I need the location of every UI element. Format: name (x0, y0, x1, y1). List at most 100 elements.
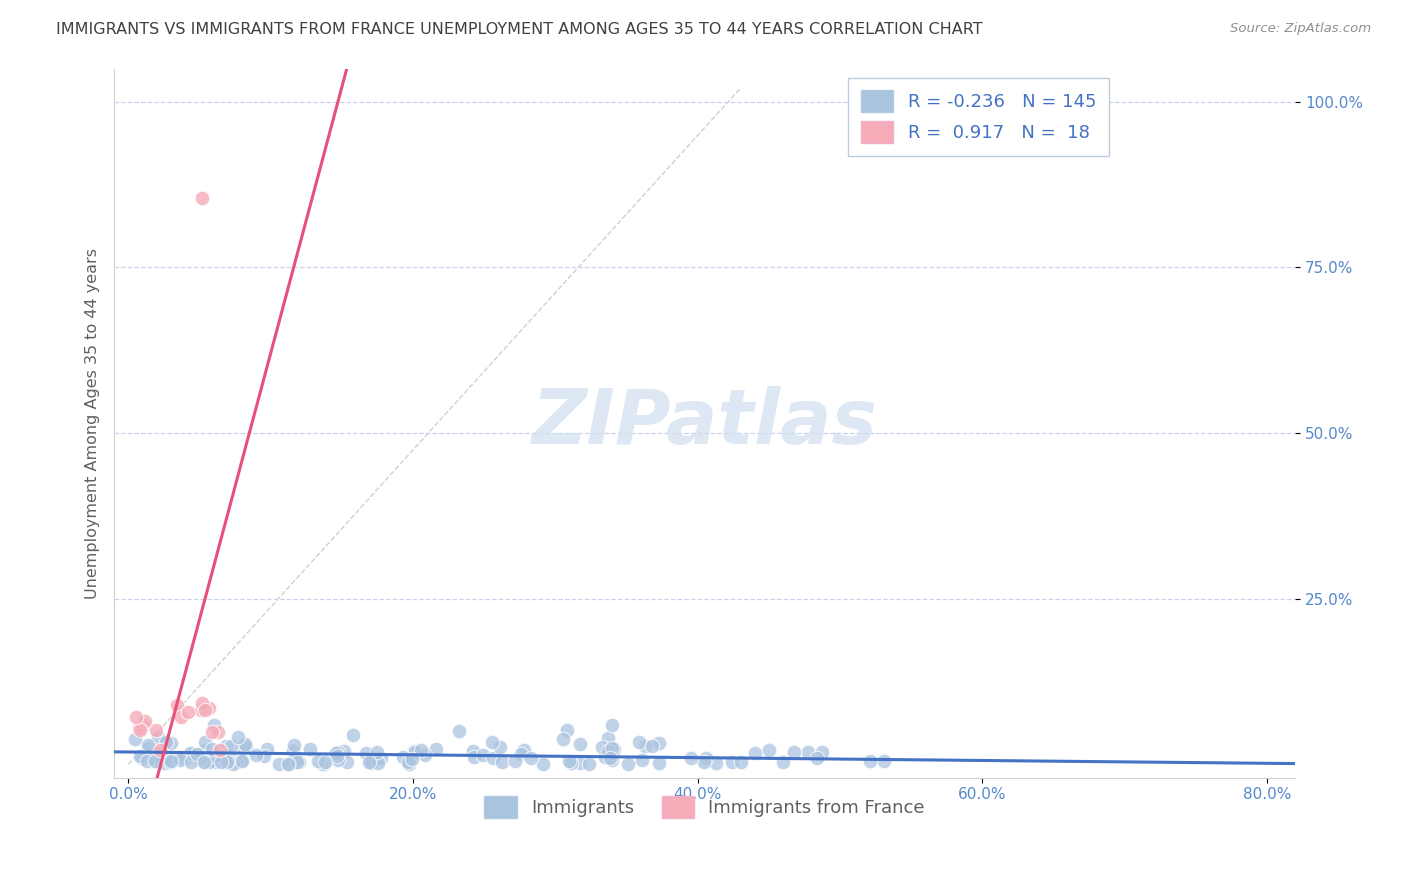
Point (217, 747, 239, 762)
Point (695, 751, 717, 765)
Point (640, 739, 662, 753)
Point (404, 745, 426, 759)
Point (409, 742, 432, 756)
Point (281, 744, 304, 758)
Point (194, 743, 217, 757)
Point (129, 723, 152, 737)
Point (201, 725, 224, 739)
Point (128, 749, 150, 764)
Point (277, 757, 299, 772)
Point (245, 747, 267, 762)
Point (693, 755, 716, 769)
Point (235, 739, 257, 753)
Point (190, 703, 212, 717)
Point (503, 754, 526, 768)
Point (783, 745, 806, 759)
Point (519, 751, 541, 765)
Point (193, 755, 215, 769)
Point (370, 751, 392, 765)
Point (392, 750, 415, 764)
Point (599, 751, 621, 765)
Point (630, 753, 652, 767)
Point (603, 741, 626, 756)
Point (463, 750, 485, 764)
Point (481, 734, 503, 748)
Point (193, 749, 215, 764)
Point (188, 752, 211, 766)
Point (149, 747, 172, 761)
Point (145, 723, 167, 737)
Point (367, 756, 389, 770)
Point (160, 754, 183, 768)
Point (449, 724, 471, 739)
Point (149, 743, 172, 757)
Point (531, 756, 554, 771)
Point (551, 731, 574, 746)
Point (859, 754, 882, 768)
Point (721, 755, 744, 769)
Point (342, 728, 364, 742)
Point (491, 756, 513, 770)
Point (209, 755, 232, 769)
Point (569, 756, 592, 770)
Point (132, 717, 155, 731)
Point (198, 701, 221, 715)
Point (558, 755, 581, 769)
Point (489, 740, 512, 755)
Point (806, 751, 828, 765)
Point (232, 740, 254, 755)
Point (600, 741, 623, 756)
Point (366, 745, 388, 759)
Point (758, 743, 780, 757)
Point (333, 744, 356, 758)
Point (128, 721, 150, 735)
Point (600, 718, 623, 732)
Point (578, 757, 600, 772)
Point (425, 741, 447, 756)
Point (256, 742, 278, 756)
Point (326, 745, 349, 759)
Point (138, 740, 160, 755)
Point (706, 756, 728, 770)
Point (181, 747, 204, 761)
Point (510, 747, 533, 761)
Point (253, 749, 276, 764)
Point (159, 755, 181, 769)
Point (166, 698, 188, 712)
Point (360, 752, 382, 766)
Point (647, 756, 669, 770)
Point (359, 756, 381, 770)
Point (190, 696, 212, 710)
Point (169, 753, 191, 767)
Point (143, 754, 166, 768)
Point (153, 756, 176, 771)
Point (202, 718, 225, 732)
Point (170, 710, 193, 724)
Point (160, 736, 183, 750)
Point (194, 734, 217, 748)
Point (179, 746, 201, 760)
Point (125, 709, 148, 723)
Point (215, 739, 238, 753)
Point (198, 749, 221, 764)
Y-axis label: Unemployment Among Ages 35 to 44 years: Unemployment Among Ages 35 to 44 years (86, 248, 100, 599)
Point (593, 750, 616, 764)
Point (325, 747, 347, 761)
Point (634, 739, 657, 753)
Point (314, 755, 336, 769)
Point (217, 754, 239, 768)
Point (180, 755, 202, 769)
Point (602, 753, 624, 767)
Point (194, 703, 217, 717)
Point (398, 757, 420, 772)
Point (872, 754, 894, 768)
Point (326, 752, 349, 766)
Point (591, 740, 613, 755)
Point (482, 751, 505, 765)
Point (298, 741, 321, 756)
Point (617, 756, 640, 771)
Point (136, 738, 159, 752)
Point (191, 191, 214, 205)
Point (207, 725, 229, 739)
Point (285, 756, 308, 770)
